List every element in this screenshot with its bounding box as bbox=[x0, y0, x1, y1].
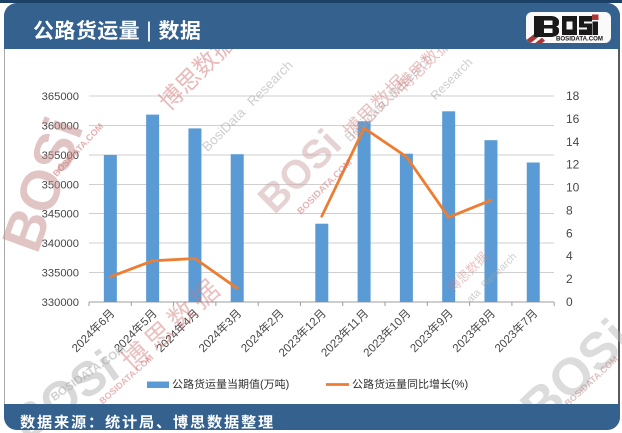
svg-text:BOSIDATA.COM: BOSIDATA.COM bbox=[556, 36, 603, 43]
svg-text:14: 14 bbox=[566, 135, 580, 149]
svg-text:16: 16 bbox=[566, 112, 580, 126]
svg-text:6: 6 bbox=[566, 226, 573, 240]
svg-text:(%): (%) bbox=[451, 379, 468, 391]
svg-text:(: ( bbox=[260, 379, 264, 391]
svg-text:340000: 340000 bbox=[42, 238, 79, 250]
svg-text:10: 10 bbox=[566, 181, 580, 195]
svg-text:12: 12 bbox=[566, 158, 580, 172]
svg-text:335000: 335000 bbox=[42, 268, 79, 280]
svg-text:8: 8 bbox=[566, 203, 573, 217]
svg-text:|: | bbox=[146, 19, 151, 42]
svg-text:365000: 365000 bbox=[42, 91, 79, 103]
svg-text:355000: 355000 bbox=[42, 150, 79, 162]
svg-text:): ) bbox=[286, 379, 290, 391]
svg-text:360000: 360000 bbox=[42, 120, 79, 132]
svg-text:0: 0 bbox=[566, 295, 573, 309]
svg-text:345000: 345000 bbox=[42, 209, 79, 221]
svg-text:330000: 330000 bbox=[42, 297, 79, 309]
svg-text:4: 4 bbox=[566, 249, 573, 263]
svg-text:350000: 350000 bbox=[42, 179, 79, 191]
svg-text:18: 18 bbox=[566, 89, 580, 103]
svg-text:2: 2 bbox=[566, 272, 573, 286]
